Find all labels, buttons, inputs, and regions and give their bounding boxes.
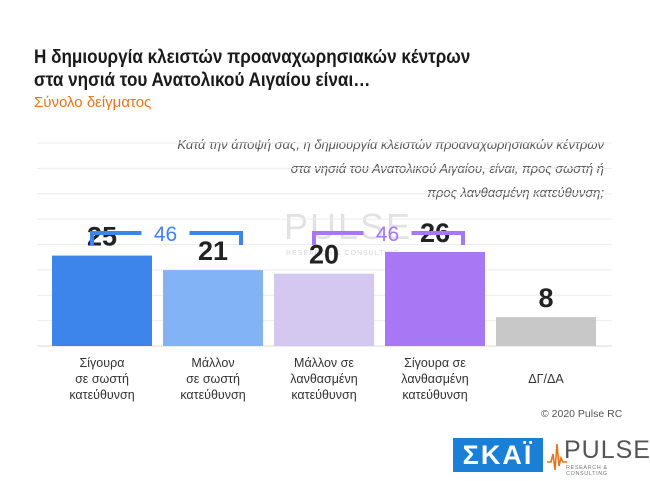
group-total-label: 46	[154, 223, 177, 246]
category-label: ΔΓ/ΔΑ	[491, 371, 601, 387]
chart-subtitle: Σύνολο δείγματος	[34, 94, 152, 111]
category-label-line: κατεύθυνση	[180, 388, 246, 402]
pulse-logo-word: PULSE	[564, 436, 650, 464]
watermark-subtitle: RESEARCH & CONSULTING	[286, 250, 400, 257]
category-label-line: σε σωστή	[75, 372, 129, 386]
group-bracket-left	[312, 231, 364, 245]
data-label: 21	[198, 236, 228, 266]
chart-title: Η δημιουργία κλειστών προαναχωρησιακών κ…	[34, 46, 538, 92]
category-label: Σίγουρα σε σωστή κατεύθυνση	[47, 355, 157, 403]
watermark-pulse: PULSE	[284, 206, 413, 247]
category-label-line: ΔΓ/ΔΑ	[528, 372, 564, 386]
category-label: Μάλλον σε λανθασμένη κατεύθυνση	[269, 355, 379, 403]
pulse-wave-icon	[547, 443, 567, 471]
category-label-line: κατεύθυνση	[69, 388, 135, 402]
group-bracket-left	[90, 231, 142, 245]
title-line-2: στα νησιά του Ανατολικού Αιγαίου είναι…	[34, 70, 371, 91]
title-line-1: Η δημιουργία κλειστών προαναχωρησιακών κ…	[34, 47, 471, 68]
category-label: Σίγουρα σε λανθασμένη κατεύθυνση	[380, 355, 490, 403]
category-label-line: σε σωστή	[186, 372, 240, 386]
question-line-1: Κατά την άποψή σας, η δημιουργία κλειστώ…	[177, 137, 604, 152]
category-label-line: κατεύθυνση	[402, 388, 468, 402]
category-label: Μάλλον σε σωστή κατεύθυνση	[158, 355, 268, 403]
skai-logo: ΣΚΑΪ	[453, 438, 543, 472]
pulse-logo-subtitle: RESEARCH & CONSULTING	[566, 465, 608, 477]
bar	[274, 273, 374, 346]
category-label-line: λανθασμένη	[290, 372, 358, 386]
question-line-3: προς λανθασμένη κατεύθυνση;	[427, 185, 604, 200]
category-label-line: Μάλλον	[191, 356, 235, 370]
category-label-line: Σίγουρα	[79, 356, 125, 370]
group-bracket-right	[189, 231, 243, 245]
category-label-line: κατεύθυνση	[291, 388, 357, 402]
bar	[496, 317, 596, 346]
category-label-line: λανθασμένη	[401, 372, 469, 386]
category-label-line: Μάλλον σε	[294, 356, 354, 370]
bar	[163, 270, 263, 346]
group-total-label: 46	[376, 223, 399, 246]
bar	[385, 251, 485, 346]
data-label: 8	[538, 283, 553, 313]
pulse-logo: PULSE RESEARCH & CONSULTING	[547, 436, 650, 477]
category-label-line: Σίγουρα σε	[404, 356, 466, 370]
copyright-text: © 2020 Pulse RC	[541, 408, 623, 420]
group-bracket-right	[411, 231, 465, 245]
bar	[52, 255, 152, 346]
